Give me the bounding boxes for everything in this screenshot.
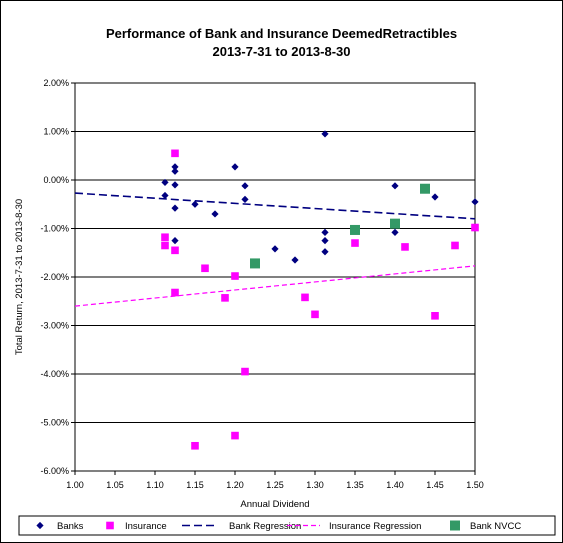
regression-lines: [74, 192, 476, 307]
banks-point: [321, 237, 329, 245]
banks-point: [171, 167, 179, 175]
banks-point: [171, 163, 179, 171]
grid-lines: [75, 131, 475, 423]
y-tick-label: -2.00%: [40, 272, 69, 282]
y-axis-label: Total Return, 2013-7-31 to 2013-8-30: [14, 199, 25, 355]
insurance-point: [231, 431, 239, 440]
banks-point: [171, 204, 179, 212]
legend: Banks Insurance Bank Regression Insurance R…: [18, 515, 556, 536]
banks-point: [431, 193, 439, 201]
insurance-point: [401, 243, 409, 251]
legend-bank-nvcc-label: Bank NVCC: [470, 521, 521, 532]
banks-point: [161, 178, 169, 187]
y-tick-label: 0.00%: [43, 175, 69, 185]
legend-insurance-label: Insurance: [125, 521, 167, 532]
banks-point: [391, 228, 399, 236]
x-tick-label: 1.25: [266, 480, 284, 490]
x-tick-label: 1.40: [386, 480, 404, 490]
insurance-point: [231, 272, 239, 280]
banks-point: [271, 245, 279, 253]
banks-point: [321, 248, 329, 256]
banks-point: [321, 228, 329, 236]
x-tick-label: 1.35: [346, 480, 364, 490]
chart-title: Performance of Bank and Insurance Deemed…: [105, 26, 458, 41]
data-points: [161, 130, 479, 450]
banks-point: [241, 182, 249, 190]
x-axis-label: Annual Dividend: [240, 499, 309, 510]
legend-banks-label: Banks: [57, 521, 84, 532]
bank-nvcc-point: [420, 183, 430, 194]
insurance-point: [161, 241, 169, 250]
y-tick-label: -6.00%: [40, 466, 69, 476]
banks-point: [231, 163, 239, 171]
banks-point: [211, 210, 219, 218]
insurance-point: [451, 241, 459, 250]
x-tick-label: 1.10: [146, 480, 164, 490]
chart-subtitle: 2013-7-31 to 2013-8-30: [212, 44, 351, 59]
insurance-point: [221, 294, 229, 302]
x-tick-label: 1.20: [226, 480, 244, 490]
insurance-point: [171, 149, 179, 158]
bank-nvcc-point: [250, 258, 260, 269]
y-tick-label: -5.00%: [40, 418, 69, 428]
y-tick-label: -4.00%: [40, 369, 69, 379]
insurance-point: [171, 246, 179, 255]
insurance-regression-line: [74, 265, 476, 307]
y-tick-label: -1.00%: [40, 224, 69, 234]
insurance-point: [171, 288, 179, 297]
banks-point: [241, 195, 249, 203]
bank-nvcc-point: [350, 224, 360, 235]
x-tick-label: 1.00: [66, 480, 84, 490]
bank-nvcc-point: [390, 218, 400, 229]
insurance-point: [301, 293, 309, 302]
legend-bank-nvcc-swatch: [450, 520, 460, 531]
y-axis-ticks: 2.00% 1.00% 0.00% -1.00% -2.00% -3.00% -4.00% -…: [40, 78, 75, 476]
banks-point: [191, 200, 199, 208]
banks-point: [391, 182, 399, 190]
legend-bank-regression-label: Bank Regression: [229, 521, 301, 532]
y-tick-label: 1.00%: [43, 127, 69, 137]
insurance-point: [351, 239, 359, 247]
y-tick-label: -3.00%: [40, 321, 69, 331]
legend-insurance-swatch: [106, 521, 114, 530]
y-tick-label: 2.00%: [43, 78, 69, 88]
banks-point: [171, 181, 179, 189]
bank-regression-line: [74, 192, 476, 220]
x-tick-label: 1.50: [466, 480, 484, 490]
banks-point: [321, 130, 329, 138]
banks-point: [291, 256, 299, 264]
x-axis-ticks: 1.00 1.05 1.10 1.15 1.20 1.25 1.30 1.35 1.40 1.45…: [66, 471, 484, 490]
insurance-point: [201, 264, 209, 273]
insurance-point: [431, 312, 439, 320]
insurance-point: [471, 223, 479, 232]
insurance-point: [191, 441, 199, 450]
x-tick-label: 1.45: [426, 480, 444, 490]
insurance-point: [161, 233, 169, 242]
banks-point: [171, 237, 179, 245]
x-tick-label: 1.15: [186, 480, 204, 490]
insurance-point: [311, 310, 319, 319]
legend-banks-swatch: [36, 521, 44, 530]
banks-point: [471, 198, 479, 206]
legend-insurance-regression-label: Insurance Regression: [329, 521, 421, 532]
insurance-point: [241, 367, 249, 376]
banks-point: [161, 191, 169, 200]
x-tick-label: 1.05: [106, 480, 124, 490]
x-tick-label: 1.30: [306, 480, 324, 490]
